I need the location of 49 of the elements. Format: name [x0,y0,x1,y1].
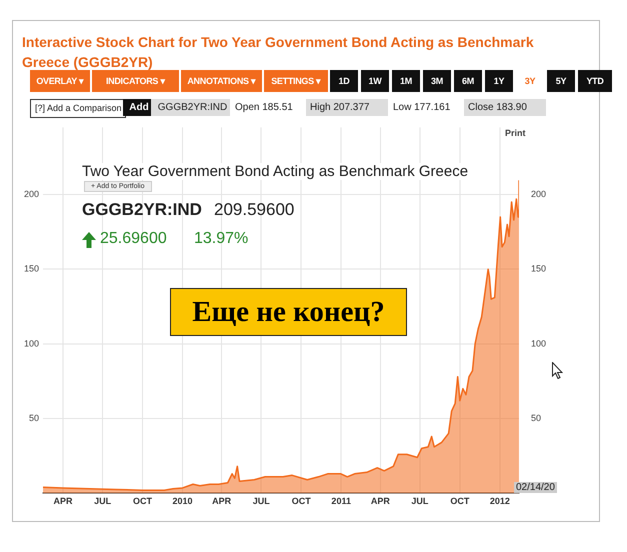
annotation: Two Year Government Bond Acting as Benchmark Greece [82,163,468,180]
y2-tick-label: 100 [530,338,546,348]
x-tick-label: APR [212,496,232,506]
x-tick-label: APR [370,496,390,506]
annotation: 25.69600 [100,230,167,248]
x-tick-label: JUL [94,496,112,506]
text: Close 183.90 [464,99,546,116]
x-tick-label: JUL [411,496,429,506]
y-tick-label: 50 [29,413,40,424]
text: Open 185.51 [234,101,294,115]
text: 1M [392,70,420,92]
x-tick-label: JUL [252,496,270,506]
annotation: 13.97% [194,230,248,248]
text: 1W [361,70,389,92]
y2-tick-label: 50 [530,413,541,424]
text: YTD [578,70,612,92]
text: 3Y [516,70,544,92]
text: 5Y [547,70,575,92]
text: High 207.377 [306,99,388,116]
text: 1D [330,70,358,92]
x-tick-label: OCT [133,496,153,506]
x-tick-label: 2010 [172,496,193,506]
text: [?] Add a Comparison [30,99,126,118]
text: Add [123,99,151,116]
annotation: Print [505,128,526,138]
y-tick-label: 100 [24,338,40,348]
annotation: Еще не конец? [170,288,407,336]
text: 3M [423,70,451,92]
x-tick-label: OCT [450,496,470,506]
x-tick-label: APR [54,496,74,506]
y-tick-label: 150 [24,264,40,274]
text: 6M [454,70,482,92]
text: 1Y [485,70,513,92]
y2-tick-label: 200 [530,189,546,200]
text: SETTINGS ▾ [264,70,328,92]
text: OVERLAY ▾ [30,70,90,92]
annotation: GGGB2YR:IND [82,200,202,220]
y-tick-label: 200 [24,189,40,200]
annotation: 02/14/20 [514,482,557,493]
x-tick-label: OCT [292,496,312,506]
annotation: 209.59600 [214,200,294,220]
y2-tick-label: 150 [530,264,546,274]
text: INDICATORS ▾ [92,70,179,92]
chart-title: Interactive Stock Chart for Two Year Government Bond Acting as Benchmark Greece (GGGB2YR) [22,33,535,72]
text: GGGB2YR:IND [151,99,230,116]
text: Low 177.161 [392,101,452,115]
x-tick-label: 2012 [490,496,510,506]
x-tick-label: 2011 [331,496,351,506]
text: ANNOTATIONS ▾ [181,70,262,92]
